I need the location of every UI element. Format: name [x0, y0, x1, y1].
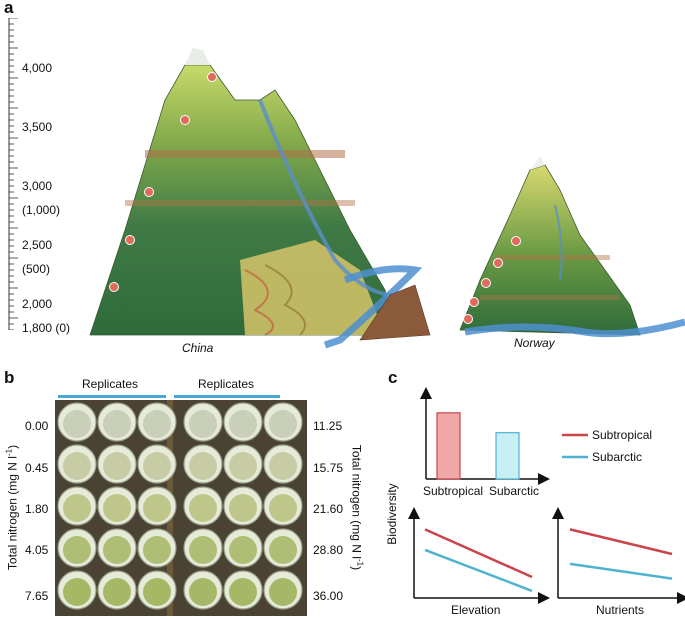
replicates-right-label: Replicates	[198, 377, 255, 391]
sample-point	[493, 258, 503, 268]
left-value-3: 4.05	[25, 543, 49, 557]
sample-point	[207, 72, 217, 82]
norway-caption: Norway	[514, 336, 555, 350]
right-value-2: 21.60	[313, 502, 344, 516]
bar-category-subtropical: Subtropical	[423, 484, 484, 498]
panel-a-label: a	[4, 0, 14, 17]
legend-label-subarctic: Subarctic	[592, 450, 643, 464]
line-elevation-subarctic	[424, 548, 533, 593]
norway-mountain	[459, 156, 685, 338]
panel-c-label: c	[388, 368, 398, 387]
sample-point	[469, 297, 479, 307]
scale-label-500: (500)	[22, 262, 51, 276]
sample-point	[125, 235, 135, 245]
line-nutrients-subtropical	[569, 528, 673, 556]
right-value-3: 28.80	[313, 543, 344, 557]
elevation-axis-label: Elevation	[451, 603, 501, 617]
replicates-right-bar	[174, 395, 280, 398]
left-value-1: 0.45	[25, 461, 49, 475]
sample-point	[511, 236, 521, 246]
scale-label-2500: 2,500	[22, 238, 53, 252]
nutrients-axis-label: Nutrients	[596, 603, 645, 617]
bar-subtropical	[436, 412, 461, 480]
legend-label-subtropical: Subtropical	[592, 428, 653, 442]
panel-c-graphics	[408, 387, 685, 604]
left-value-4: 7.65	[25, 589, 49, 603]
right-value-4: 36.00	[313, 589, 344, 603]
china-mountain	[89, 48, 431, 349]
elevation-ruler	[8, 18, 18, 330]
replicates-left-label: Replicates	[82, 377, 139, 391]
bar-subarctic	[495, 432, 520, 480]
line-nutrients-subarctic	[569, 562, 673, 580]
mountains-illustration	[89, 48, 685, 349]
bar-category-subarctic: Subarctic	[489, 484, 540, 498]
sample-point	[180, 115, 190, 125]
right-axis-label: Total nitrogen (mg N l-1)	[349, 444, 365, 571]
sample-point	[463, 314, 473, 324]
line-elevation-subtropical	[424, 528, 533, 579]
left-value-2: 1.80	[25, 502, 49, 516]
left-value-0: 0.00	[25, 419, 49, 433]
sample-point	[144, 187, 154, 197]
biodiversity-axis-label: Biodiversity	[385, 483, 399, 545]
scale-label-3500: 3,500	[22, 120, 53, 134]
right-value-0: 11.25	[313, 419, 343, 433]
left-axis-label: Total nitrogen (mg N l-1)	[4, 444, 20, 571]
sample-point	[481, 278, 491, 288]
scale-label-1800: 1,800 (0)	[22, 321, 71, 335]
scale-label-4000: 4,000	[22, 61, 53, 75]
china-caption: China	[182, 341, 214, 355]
sample-point	[109, 282, 119, 292]
scale-label-2000: 2,000	[22, 297, 53, 311]
scale-label-3000: 3,000	[22, 179, 53, 193]
mesocosm-photo	[55, 400, 307, 616]
right-value-1: 15.75	[313, 461, 344, 475]
replicates-left-bar	[58, 395, 166, 398]
scale-label-1000: (1,000)	[22, 203, 61, 217]
panel-b-label: b	[4, 368, 15, 387]
